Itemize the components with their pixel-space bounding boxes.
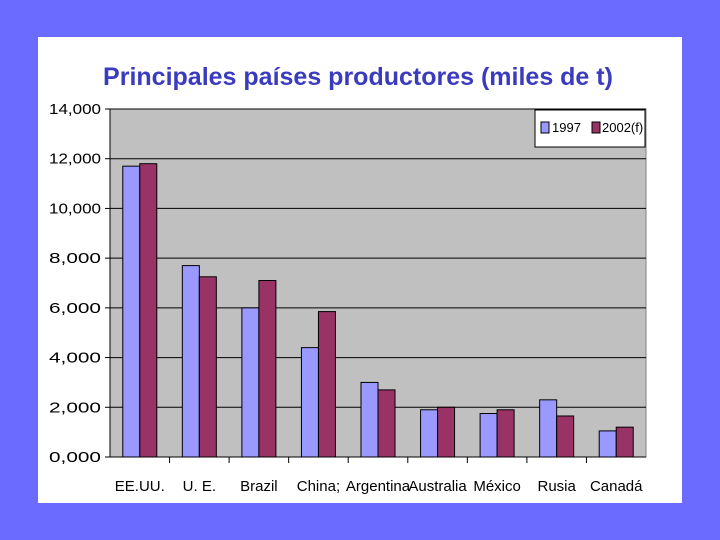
bar-2002(f)-U. E.	[198, 276, 217, 458]
x-tick-label: U. E.	[183, 478, 216, 495]
legend: 1997 2002(f)	[534, 109, 646, 148]
y-tick-label: 14,000	[49, 101, 101, 118]
bar-1997-Brazil	[241, 307, 260, 458]
bars	[122, 163, 634, 458]
y-tick-label: 4,000	[49, 350, 101, 367]
bar-1997-Argentina	[360, 381, 379, 458]
axes	[109, 109, 646, 458]
legend-label-1997: 1997	[552, 120, 581, 135]
x-tick-label: Brazil	[240, 478, 278, 495]
chart-title: Principales países productores (miles de…	[103, 63, 613, 91]
legend-swatch-2002(f)	[591, 121, 601, 134]
y-tick-label: 12,000	[49, 151, 101, 168]
x-tick-label: EE.UU.	[115, 478, 165, 495]
y-tick-label: 0,000	[49, 449, 101, 466]
slide: Principales países productores (miles de…	[38, 37, 682, 503]
legend-label-2002(f): 2002(f)	[602, 120, 643, 135]
bar-2002(f)-México	[496, 409, 515, 458]
bar-1997-Australia	[420, 409, 439, 458]
x-tick-label: Argentina	[346, 478, 411, 495]
x-tick-label: México	[473, 478, 521, 495]
y-tick-label: 2,000	[49, 399, 101, 416]
bar-1997-Rusia	[539, 399, 558, 458]
bar-1997-México	[479, 413, 498, 458]
bar-2002(f)-Argentina	[377, 389, 396, 458]
x-tick-label: Australia	[408, 478, 467, 495]
bar-chart: Principales países productores (miles de…	[49, 63, 647, 495]
y-tick-label: 10,000	[49, 200, 101, 217]
bar-2002(f)-Brazil	[258, 280, 277, 458]
bar-1997-U. E.	[181, 265, 200, 458]
x-tick-label: Rusia	[537, 478, 576, 495]
x-tick-label: Canadá	[590, 478, 643, 495]
y-tick-label: 8,000	[49, 250, 101, 267]
bar-1997-China;	[300, 347, 319, 458]
bar-2002(f)-Canadá	[615, 426, 634, 458]
bar-2002(f)-EE.UU.	[139, 163, 158, 458]
x-tick-label: China;	[297, 478, 340, 495]
y-tick-label: 6,000	[49, 300, 101, 317]
bar-2002(f)-Rusia	[556, 415, 575, 458]
legend-swatch-1997	[540, 121, 550, 134]
y-axis-ticks: 0,000 2,000 4,000 6,000 8,000 10,000 12,000 14,…	[49, 101, 110, 466]
bar-2002(f)-China;	[317, 311, 336, 458]
bar-1997-Canadá	[598, 430, 617, 458]
x-axis-ticks: EE.UU. U. E. Brazil China; ArgentinaAustrali…	[115, 457, 643, 495]
bar-2002(f)-Australia	[437, 406, 456, 458]
bar-1997-EE.UU.	[122, 165, 141, 458]
legend-box	[534, 109, 646, 148]
